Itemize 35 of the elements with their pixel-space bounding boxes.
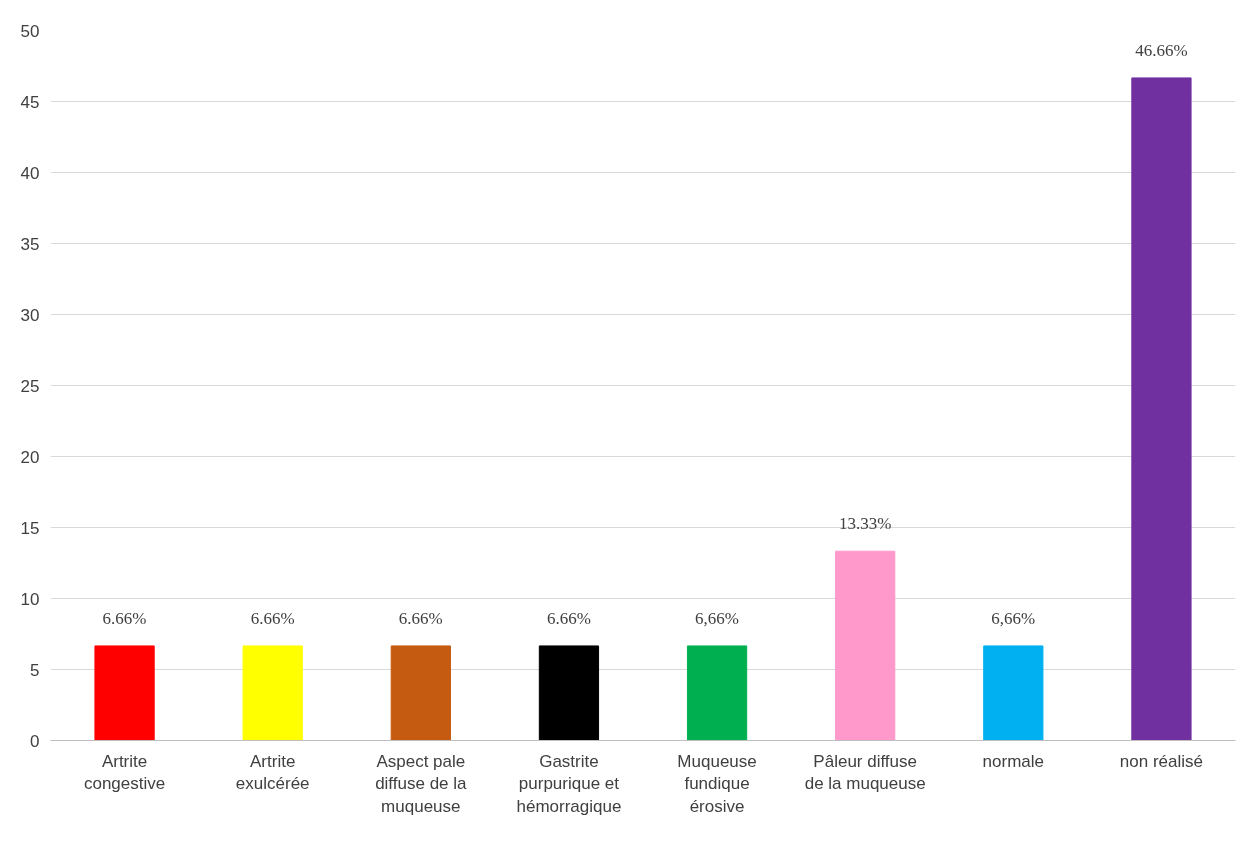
bar [686, 645, 748, 741]
y-tick-label: 0 [30, 731, 40, 751]
y-tick-label: 30 [20, 305, 40, 325]
y-tick-label: 5 [30, 660, 40, 680]
x-tick-label: Artrite congestive [83, 751, 166, 794]
bar [538, 645, 600, 741]
bar [983, 645, 1044, 741]
data-label: 6.66% [102, 608, 147, 628]
x-tick-label: non réalisé [1119, 751, 1204, 771]
x-tick-label: normale [982, 751, 1045, 771]
y-tick-label: 40 [20, 163, 40, 183]
data-label: 46.66% [1135, 40, 1188, 60]
bar [1131, 77, 1192, 741]
data-label: 13.33% [838, 514, 892, 534]
data-label: 6,66% [695, 608, 740, 628]
data-label: 6.66% [546, 608, 591, 628]
x-tick-label: Muqueuse fundique érosive [677, 751, 757, 817]
data-label: 6.66% [250, 608, 295, 628]
x-tick-label: Aspect pale diffuse de la muqueuse [375, 751, 468, 817]
x-tick-label: Pâleur diffuse de la muqueuse [804, 751, 926, 794]
bar [390, 645, 451, 741]
y-tick-label: 15 [20, 518, 40, 538]
y-tick-label: 25 [20, 376, 40, 396]
y-tick-label: 50 [20, 21, 40, 41]
y-tick-label: 10 [20, 589, 40, 609]
y-tick-label: 35 [20, 234, 40, 254]
data-label: 6.66% [398, 608, 443, 628]
x-tick-label: Artrite exulcérée [235, 751, 310, 794]
y-tick-label: 45 [20, 92, 40, 112]
x-tick-label: Gastrite purpurique et hémorragique [516, 751, 622, 817]
y-tick-label: 20 [20, 447, 40, 467]
bar [242, 645, 303, 741]
data-label: 6,66% [991, 608, 1036, 628]
bar [94, 645, 155, 741]
bar [835, 550, 896, 741]
